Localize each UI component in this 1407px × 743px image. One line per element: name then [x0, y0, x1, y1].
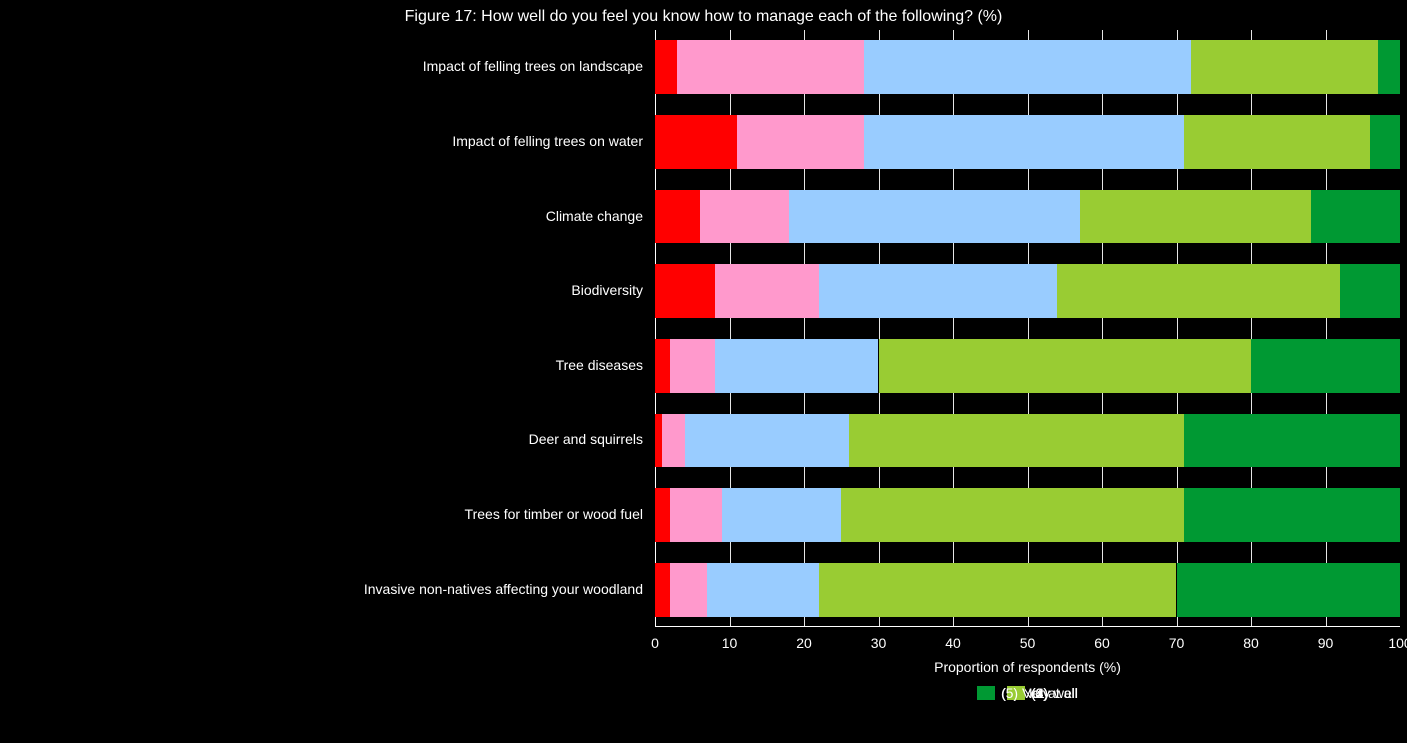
- x-tick-label: 90: [1318, 635, 1334, 651]
- bar-segment: [737, 115, 864, 169]
- bar-segment: [707, 563, 819, 617]
- bar-segment: [841, 488, 1184, 542]
- bar-segment: [670, 488, 722, 542]
- x-tick-label: 100: [1388, 635, 1407, 651]
- bar-segment: [677, 40, 863, 94]
- bar-segment: [1378, 40, 1400, 94]
- bar-segment: [1191, 40, 1377, 94]
- x-tick-label: 30: [871, 635, 887, 651]
- plot-area: [655, 30, 1400, 627]
- bar-row: [655, 115, 1400, 169]
- bar-segment: [655, 488, 670, 542]
- bar-row: [655, 488, 1400, 542]
- y-tick-label: Trees for timber or wood fuel: [0, 506, 643, 522]
- bar-row: [655, 264, 1400, 318]
- bar-segment: [655, 264, 715, 318]
- y-tick-label: Impact of felling trees on landscape: [0, 58, 643, 74]
- bar-segment: [1080, 190, 1311, 244]
- x-tick-label: 40: [945, 635, 961, 651]
- y-tick-label: Invasive non-natives affecting your wood…: [0, 581, 643, 597]
- bar-segment: [685, 414, 849, 468]
- bar-segment: [864, 115, 1184, 169]
- x-tick-label: 10: [722, 635, 738, 651]
- y-tick-label: Tree diseases: [0, 357, 643, 373]
- bar-row: [655, 414, 1400, 468]
- bar-segment: [655, 339, 670, 393]
- bar-segment: [819, 563, 1177, 617]
- bar-segment: [1311, 190, 1400, 244]
- y-tick-label: Climate change: [0, 208, 643, 224]
- x-tick-label: 50: [1020, 635, 1036, 651]
- bar-segment: [1340, 264, 1400, 318]
- bar-segment: [670, 339, 715, 393]
- y-tick-label: Deer and squirrels: [0, 431, 643, 447]
- bar-row: [655, 563, 1400, 617]
- bar-segment: [1057, 264, 1340, 318]
- bar-segment: [715, 339, 879, 393]
- bar-segment: [1370, 115, 1400, 169]
- x-tick-label: 0: [651, 635, 659, 651]
- legend-swatch: [977, 686, 995, 700]
- bar-row: [655, 40, 1400, 94]
- bar-segment: [879, 339, 1252, 393]
- bar-row: [655, 190, 1400, 244]
- bar-segment: [655, 40, 677, 94]
- x-axis-title: Proportion of respondents (%): [655, 659, 1400, 675]
- bar-segment: [722, 488, 841, 542]
- bar-segment: [655, 190, 700, 244]
- y-tick-label: Impact of felling trees on water: [0, 133, 643, 149]
- legend-label: (5) Very well: [1001, 685, 1078, 701]
- bar-segment: [864, 40, 1192, 94]
- bar-segment: [1184, 414, 1400, 468]
- y-tick-label: Biodiversity: [0, 282, 643, 298]
- bar-segment: [1184, 115, 1370, 169]
- bar-segment: [655, 115, 737, 169]
- bar-row: [655, 339, 1400, 393]
- bar-segment: [700, 190, 789, 244]
- bar-segment: [670, 563, 707, 617]
- legend-item: (5) Very well: [977, 685, 1078, 701]
- x-tick-label: 70: [1169, 635, 1185, 651]
- x-tick-label: 20: [796, 635, 812, 651]
- bar-segment: [819, 264, 1057, 318]
- bar-segment: [715, 264, 819, 318]
- bar-segment: [662, 414, 684, 468]
- bar-segment: [1177, 563, 1401, 617]
- bar-segment: [655, 414, 662, 468]
- x-axis-line: [655, 626, 1400, 627]
- bar-segment: [1251, 339, 1400, 393]
- bar-segment: [655, 563, 670, 617]
- chart-title: Figure 17: How well do you feel you know…: [0, 8, 1407, 26]
- x-tick-label: 80: [1243, 635, 1259, 651]
- bar-segment: [1184, 488, 1400, 542]
- bar-segment: [789, 190, 1080, 244]
- x-tick-label: 60: [1094, 635, 1110, 651]
- bar-segment: [849, 414, 1184, 468]
